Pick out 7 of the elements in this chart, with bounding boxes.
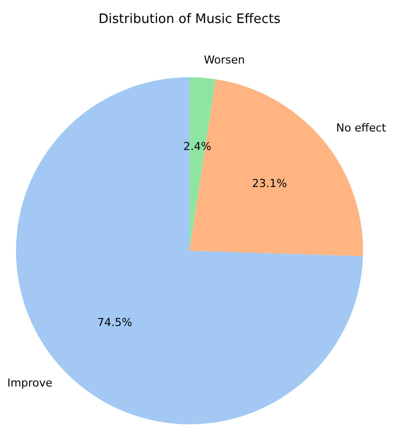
- data-label: 2.4%: [183, 140, 212, 153]
- slice-label: No effect: [336, 122, 387, 135]
- chart-title: Distribution of Music Effects: [98, 12, 281, 28]
- slice-label: Worsen: [204, 53, 245, 66]
- slice-label: Improve: [7, 376, 53, 390]
- data-label: 74.5%: [97, 316, 132, 330]
- data-label: 23.1%: [252, 177, 287, 190]
